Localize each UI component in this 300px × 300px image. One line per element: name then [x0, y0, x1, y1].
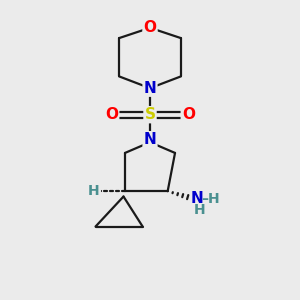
- Text: O: O: [143, 20, 157, 35]
- Text: N: N: [144, 81, 156, 96]
- Text: –H: –H: [201, 192, 220, 206]
- Text: S: S: [145, 107, 155, 122]
- Text: H: H: [88, 184, 100, 198]
- Text: O: O: [105, 107, 118, 122]
- Text: H: H: [194, 203, 205, 217]
- Text: N: N: [144, 132, 156, 147]
- Text: N: N: [191, 191, 203, 206]
- Text: O: O: [182, 107, 195, 122]
